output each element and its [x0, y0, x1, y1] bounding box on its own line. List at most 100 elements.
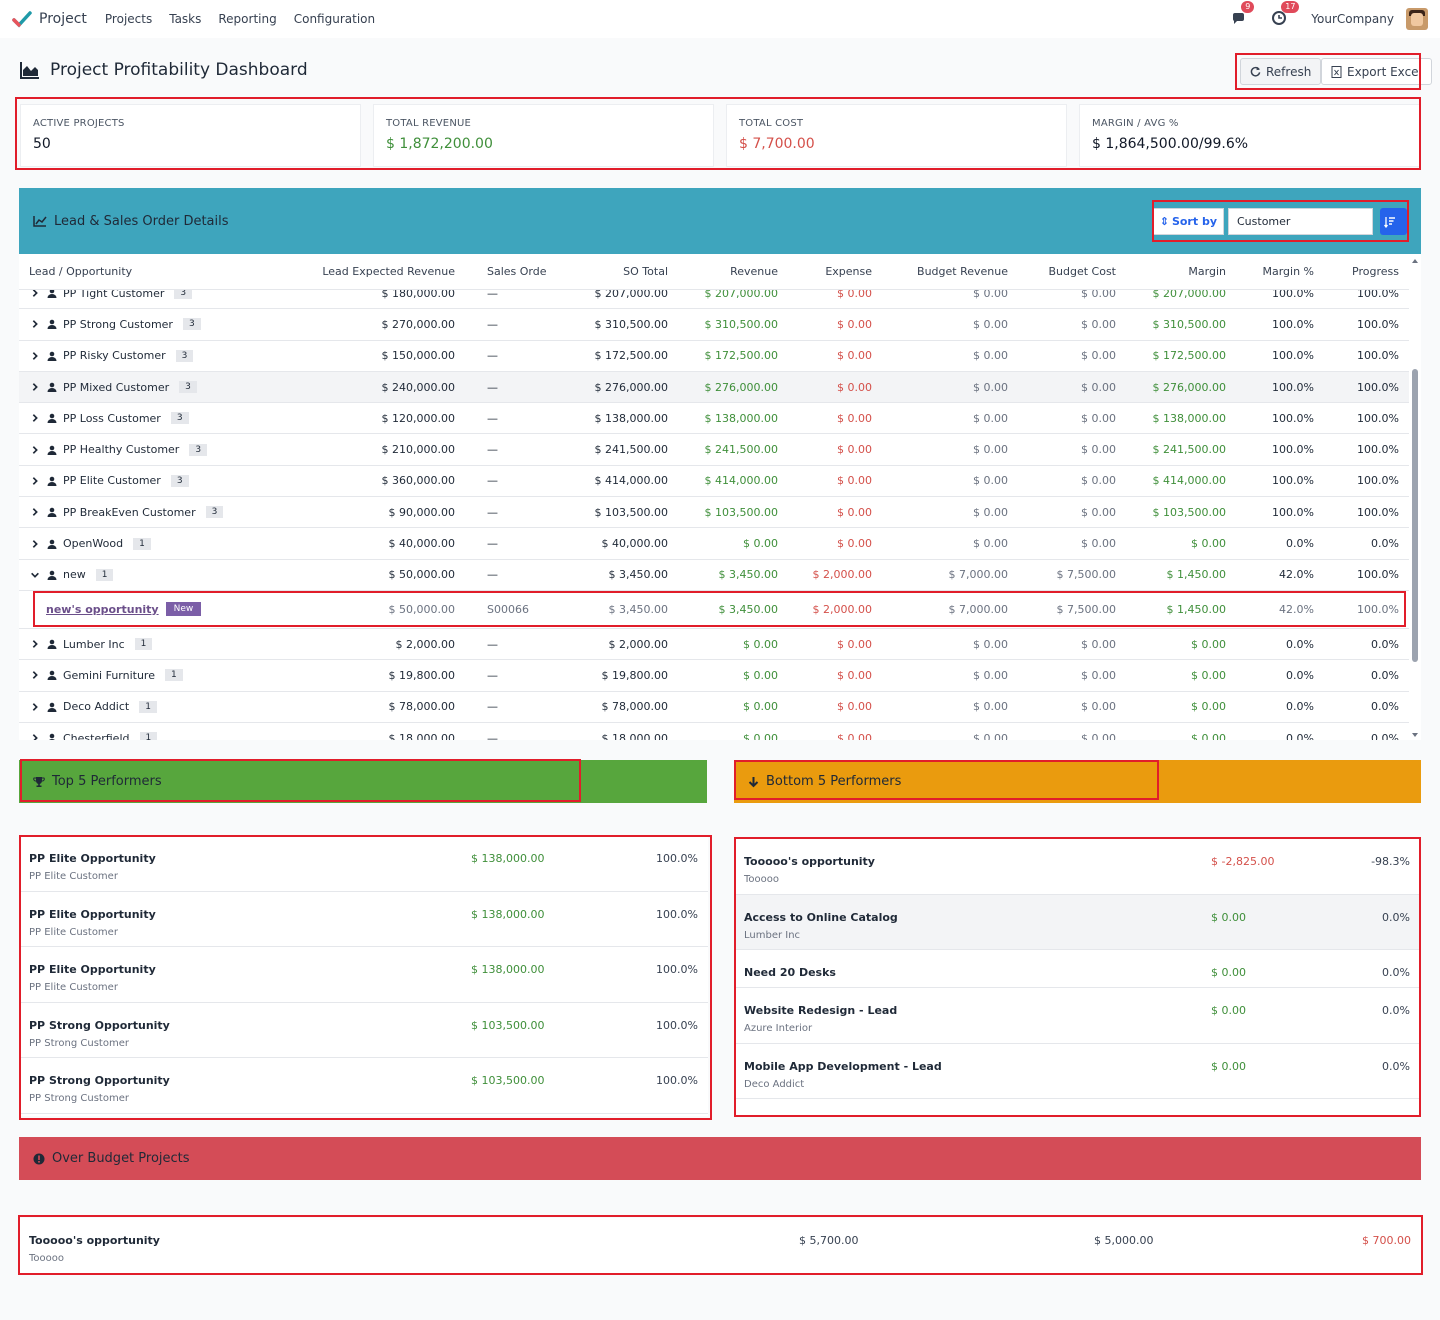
col-header-lead[interactable]: Lead / Opportunity — [29, 265, 133, 278]
list-item[interactable]: PP Strong Opportunity PP Strong Customer… — [19, 1003, 708, 1058]
scroll-thumb[interactable] — [1412, 369, 1418, 662]
cell-budget-cost: $ 0.00 — [1081, 637, 1116, 651]
cell-revenue: $ 3,450.00 — [718, 602, 778, 616]
sort-by-label[interactable]: ⇕ Sort by — [1152, 208, 1224, 235]
table-row[interactable]: Gemini Furniture 1 $ 19,800.00 — $ 19,800… — [19, 660, 1409, 692]
cell-budget-revenue: $ 7,000.00 — [948, 602, 1008, 616]
table-row[interactable]: PP Healthy Customer 3 $ 210,000.00 — $ 24… — [19, 434, 1409, 466]
col-header-margin[interactable]: Margin — [1188, 265, 1226, 278]
item-customer: PP Elite Customer — [29, 871, 118, 882]
scroll-up-icon[interactable] — [1411, 258, 1419, 264]
list-item[interactable]: Mobile App Development - Lead Deco Addic… — [734, 1044, 1420, 1099]
cell-so-total: $ 3,450.00 — [608, 568, 668, 582]
table-row[interactable]: PP Mixed Customer 3 $ 240,000.00 — $ 276,… — [19, 371, 1409, 404]
item-percent: 0.0% — [1382, 910, 1410, 924]
col-header-so[interactable]: Sales Order — [487, 265, 547, 278]
cell-so[interactable]: S00066 — [487, 602, 529, 616]
cell-margin-pct: 100.0% — [1272, 505, 1314, 519]
item-customer: Tooooo — [29, 1253, 64, 1264]
cell-expense: $ 0.00 — [837, 731, 872, 741]
activity-button[interactable]: 17 — [1271, 1, 1300, 28]
list-item[interactable]: Need 20 Desks $ 0.00 0.0% — [734, 950, 1420, 988]
table-row[interactable]: new 1 $ 50,000.00 — $ 3,450.00 $ 3,450.00… — [19, 560, 1409, 591]
col-header-expense[interactable]: Expense — [825, 265, 872, 278]
row-customer: new — [63, 568, 86, 582]
cell-budget-revenue: $ 0.00 — [973, 411, 1008, 425]
nav-configuration[interactable]: Configuration — [293, 12, 376, 26]
app-name[interactable]: Project — [39, 11, 87, 27]
chevron-right-icon[interactable] — [29, 382, 41, 392]
list-item[interactable]: PP Strong Opportunity PP Strong Customer… — [19, 1058, 708, 1114]
item-customer: Deco Addict — [744, 1078, 805, 1090]
table-row[interactable]: PP BreakEven Customer 3 $ 90,000.00 — $ 1… — [19, 497, 1409, 529]
col-header-expected[interactable]: Lead Expected Revenue — [322, 265, 455, 278]
list-item[interactable]: PP Elite Opportunity PP Elite Customer $… — [19, 947, 708, 1003]
chevron-right-icon[interactable] — [29, 507, 41, 517]
col-header-so-total[interactable]: SO Total — [623, 265, 668, 278]
project-app-icon[interactable] — [12, 9, 32, 29]
col-header-margin-pct[interactable]: Margin % — [1262, 265, 1314, 278]
table-row[interactable]: PP Risky Customer 3 $ 150,000.00 — $ 172,… — [19, 341, 1409, 372]
company-switcher[interactable]: YourCompany — [1311, 12, 1394, 26]
list-item[interactable]: Tooooo's opportunity Tooooo $ 5,700.00 $… — [19, 1218, 1421, 1274]
messages-button[interactable]: 9 — [1231, 1, 1255, 28]
nav-reporting[interactable]: Reporting — [218, 12, 277, 26]
chevron-right-icon[interactable] — [29, 702, 41, 712]
export-excel-button[interactable]: Export Excel — [1321, 58, 1432, 85]
opportunity-link[interactable]: new's opportunity — [46, 602, 159, 616]
col-header-progress[interactable]: Progress — [1352, 265, 1399, 278]
chevron-right-icon[interactable] — [29, 351, 41, 361]
item-name: Need 20 Desks — [744, 966, 836, 979]
cell-expense: $ 0.00 — [837, 349, 872, 363]
cell-margin: $ 172,500.00 — [1152, 349, 1226, 363]
list-item[interactable]: PP Elite Opportunity PP Elite Customer $… — [19, 892, 708, 947]
cell-so-total: $ 78,000.00 — [601, 700, 668, 714]
item-name: PP Strong Opportunity — [29, 1074, 170, 1087]
chevron-right-icon[interactable] — [29, 413, 41, 423]
refresh-button[interactable]: Refresh — [1240, 58, 1322, 85]
table-row[interactable]: Lumber Inc 1 $ 2,000.00 — $ 2,000.00 $ 0.… — [19, 629, 1409, 661]
cell-margin-pct: 100.0% — [1272, 349, 1314, 363]
nav-tasks[interactable]: Tasks — [169, 12, 202, 26]
table-row[interactable]: PP Elite Customer 3 $ 360,000.00 — $ 414,… — [19, 466, 1409, 498]
table-row[interactable]: PP Loss Customer 3 $ 120,000.00 — $ 138,0… — [19, 403, 1409, 435]
table-row[interactable]: Chesterfield 1 $ 18,000.00 — $ 18,000.00 … — [19, 723, 1409, 740]
chevron-right-icon[interactable] — [29, 670, 41, 680]
cell-so: — — [487, 474, 498, 488]
nav-projects[interactable]: Projects — [104, 12, 153, 26]
table-row[interactable]: OpenWood 1 $ 40,000.00 — $ 40,000.00 $ 0.… — [19, 528, 1409, 560]
table-row[interactable]: Deco Addict 1 $ 78,000.00 — $ 78,000.00 $… — [19, 692, 1409, 723]
chevron-right-icon[interactable] — [29, 319, 41, 329]
table-scrollbar[interactable] — [1411, 258, 1419, 738]
list-item[interactable]: Tooooo's opportunity Tooooo $ -2,825.00 … — [734, 839, 1420, 895]
item-customer: Lumber Inc — [744, 929, 801, 941]
chevron-right-icon[interactable] — [29, 539, 41, 549]
table-row[interactable]: PP Strong Customer 3 $ 270,000.00 — $ 310… — [19, 309, 1409, 341]
sort-select[interactable]: Customer — [1228, 208, 1373, 235]
table-row-child[interactable]: new's opportunity New $ 50,000.00 S00066 … — [19, 591, 1409, 629]
cell-budget-revenue: $ 0.00 — [973, 317, 1008, 331]
cell-so: — — [487, 568, 498, 582]
exclamation-circle-icon — [33, 1153, 45, 1164]
col-header-budget-revenue[interactable]: Budget Revenue — [917, 265, 1008, 278]
chevron-right-icon[interactable] — [29, 288, 41, 298]
kpi-cards: ACTIVE PROJECTS 50 TOTAL REVENUE $ 1,872… — [20, 104, 1420, 167]
col-header-budget-cost[interactable]: Budget Cost — [1048, 265, 1116, 278]
col-header-revenue[interactable]: Revenue — [730, 265, 778, 278]
user-avatar[interactable] — [1406, 8, 1428, 30]
cell-margin-pct: 0.0% — [1286, 700, 1314, 714]
list-item[interactable]: Website Redesign - Lead Azure Interior $… — [734, 988, 1420, 1044]
cell-revenue: $ 0.00 — [743, 731, 778, 741]
list-item[interactable]: PP Elite Opportunity PP Elite Customer $… — [19, 836, 708, 892]
chevron-right-icon[interactable] — [29, 476, 41, 486]
list-item[interactable]: Access to Online Catalog Lumber Inc $ 0.… — [734, 894, 1420, 950]
chevron-down-icon[interactable] — [29, 570, 41, 580]
chevron-right-icon[interactable] — [29, 639, 41, 649]
item-percent: 100.0% — [656, 907, 698, 921]
cell-budget-revenue: $ 0.00 — [973, 349, 1008, 363]
chevron-right-icon[interactable] — [29, 445, 41, 455]
chevron-right-icon[interactable] — [29, 733, 41, 740]
scroll-down-icon[interactable] — [1411, 732, 1419, 738]
cell-progress: 100.0% — [1357, 349, 1399, 363]
sort-direction-button[interactable] — [1380, 208, 1407, 235]
